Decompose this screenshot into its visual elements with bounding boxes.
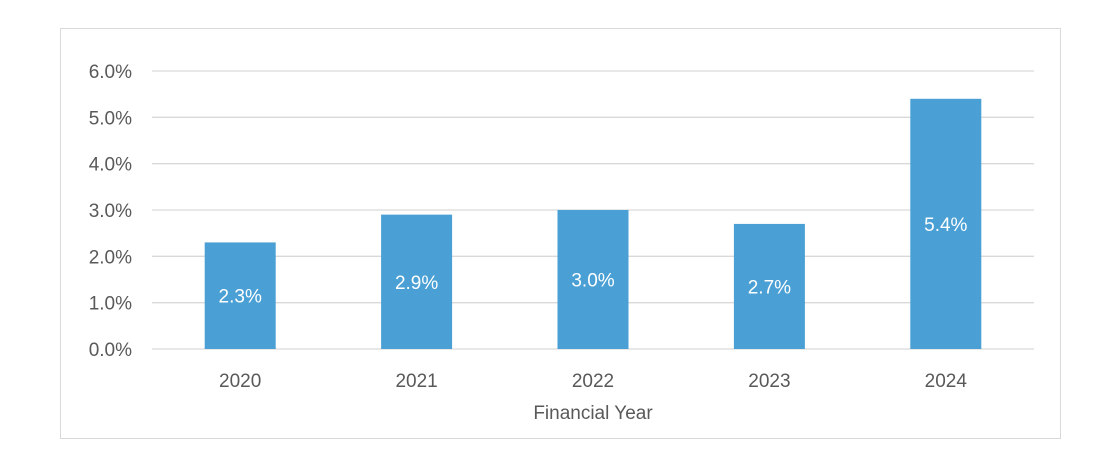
x-axis-tick-labels: 2020 2021 2022 2023 2024 — [219, 371, 967, 392]
x-tick-label: 2024 — [925, 371, 968, 392]
x-axis-title: Financial Year — [533, 403, 653, 424]
data-label-2024: 5.4% — [924, 215, 967, 236]
y-axis-tick-labels: 0.0% 1.0% 2.0% 3.0% 4.0% 5.0% 6.0% — [89, 62, 132, 361]
x-tick-label: 2021 — [395, 371, 437, 392]
gridlines — [152, 70, 1034, 350]
y-tick-label: 1.0% — [89, 294, 132, 315]
y-tick-label: 3.0% — [89, 201, 132, 222]
y-tick-label: 2.0% — [89, 247, 132, 268]
bar-2021 — [381, 214, 453, 349]
y-tick-label: 0.0% — [89, 340, 132, 361]
bar-2022 — [557, 210, 629, 349]
x-tick-label: 2022 — [572, 371, 614, 392]
bar-2020 — [204, 242, 276, 349]
y-tick-label: 5.0% — [89, 108, 132, 129]
x-tick-label: 2023 — [748, 371, 790, 392]
bars: 2.3% 2.9% 3.0% 2.7% 5.4% — [204, 98, 982, 349]
x-tick-label: 2020 — [219, 371, 261, 392]
data-label-2023: 2.7% — [748, 277, 791, 298]
bar-2023 — [733, 223, 805, 349]
data-label-2021: 2.9% — [395, 273, 438, 294]
bar-2024 — [910, 98, 982, 349]
data-label-2020: 2.3% — [219, 287, 262, 308]
y-tick-label: 6.0% — [89, 62, 132, 83]
data-label-2022: 3.0% — [571, 271, 614, 292]
y-tick-label: 4.0% — [89, 155, 132, 176]
